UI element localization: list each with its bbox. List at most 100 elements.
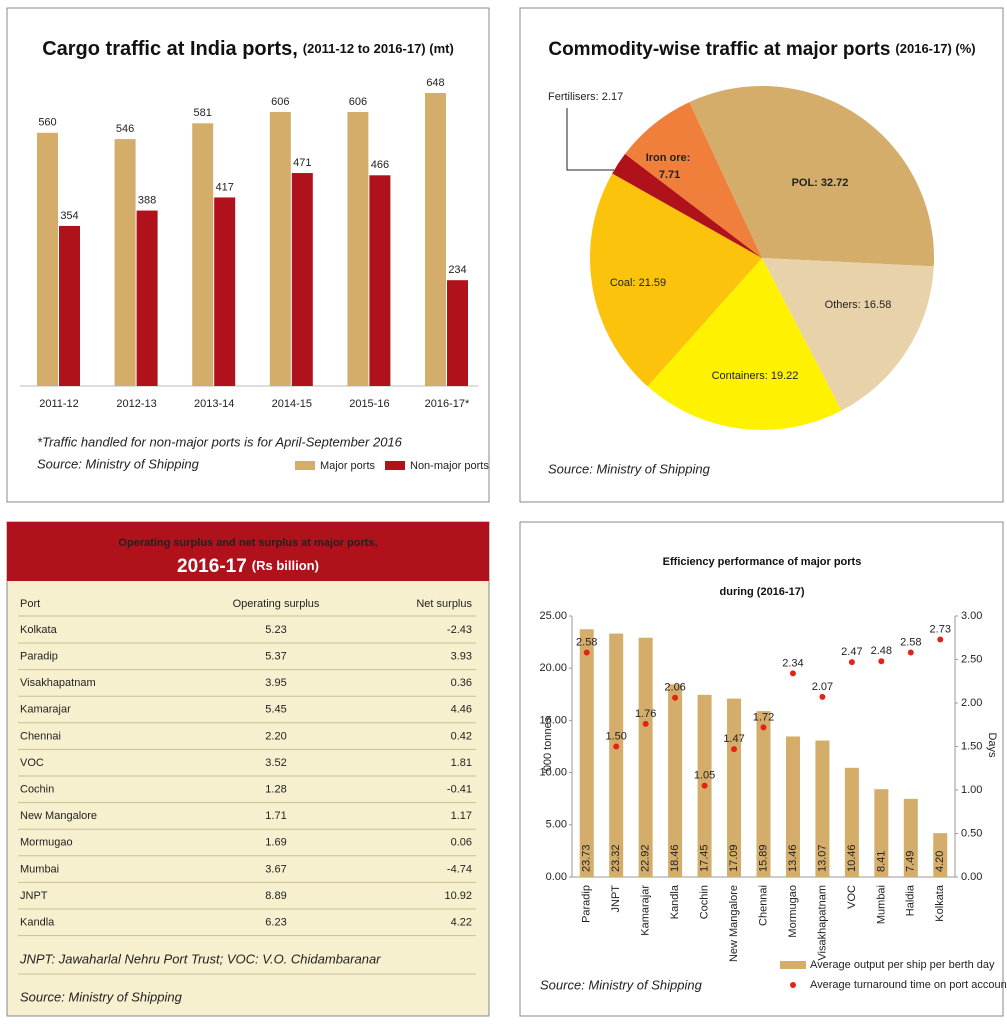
bar	[785, 736, 800, 877]
pie-slice	[762, 258, 934, 411]
subtitle-unit: (Rs billion)	[252, 558, 319, 573]
legend-swatch	[780, 961, 806, 969]
value-label: 417	[216, 181, 234, 193]
table-subtitle: 2016-17 (Rs billion)	[177, 556, 319, 577]
table-cell: 1.28	[265, 784, 286, 796]
y-tick-label: 20.00	[539, 662, 567, 674]
bar	[874, 789, 889, 877]
y-tick-label: 25.00	[539, 610, 567, 622]
slice-label: Fertilisers: 2.17	[548, 91, 623, 103]
table-cell: 3.52	[265, 757, 286, 769]
y2-tick-label: 1.50	[961, 740, 982, 752]
chart-title: Cargo traffic at India ports, (2011-12 to…	[42, 38, 454, 60]
table-cell: 1.69	[265, 837, 286, 849]
slice-label: Others: 16.58	[825, 299, 892, 311]
table-cell: Kandla	[20, 917, 55, 929]
dot	[731, 746, 738, 753]
bar	[638, 637, 653, 877]
table-cell: 6.23	[265, 917, 286, 929]
value-label: 10.46	[846, 844, 858, 872]
x-tick-label: Visakhapatnam	[816, 885, 828, 961]
value-label: 388	[138, 194, 156, 206]
table-cell: 4.46	[451, 704, 472, 716]
dot	[613, 743, 620, 750]
label-line: 7.71	[656, 169, 680, 181]
value-label: 2.07	[812, 681, 833, 693]
table-cell: 0.42	[451, 730, 472, 742]
column-header: Operating surplus	[233, 598, 320, 610]
y2-tick-label: 0.50	[961, 827, 982, 839]
table-cell: 1.81	[451, 757, 472, 769]
bar	[269, 111, 291, 387]
bar	[114, 139, 136, 386]
value-label: 606	[271, 96, 289, 108]
table-header-band	[7, 522, 489, 581]
title-main: Commodity-wise traffic at major ports	[548, 39, 890, 60]
label-line: Iron ore:	[646, 152, 691, 164]
value-label: 234	[448, 264, 466, 276]
dot	[789, 670, 796, 677]
x-tick-label: 2014-15	[272, 398, 312, 410]
dot	[878, 658, 885, 665]
dot	[937, 636, 944, 643]
value-label: 1.72	[753, 711, 774, 723]
pie-slice	[612, 153, 762, 258]
value-label: 2.58	[900, 636, 921, 648]
y-tick-label: 10.00	[539, 767, 567, 779]
value-label: 15.89	[757, 844, 769, 872]
source: Source: Ministry of Shipping	[37, 456, 200, 471]
value-label: 17.45	[698, 844, 710, 872]
table-cell: 2.20	[265, 730, 286, 742]
bar	[214, 197, 236, 386]
x-tick-label: 2011-12	[39, 398, 79, 410]
dot	[760, 724, 767, 731]
value-label: 354	[60, 210, 78, 222]
table-cell: -2.43	[447, 624, 472, 636]
legend-label: Major ports	[320, 460, 376, 472]
value-label: 581	[194, 107, 212, 119]
table-cell: 5.37	[265, 651, 286, 663]
table-cell: 3.95	[265, 677, 286, 689]
table-cell: 5.45	[265, 704, 286, 716]
subtitle-year: 2016-17	[177, 556, 247, 577]
y-tick-label: 5.00	[546, 819, 567, 831]
bar	[609, 633, 624, 877]
pie-slice	[590, 173, 762, 387]
bar	[815, 740, 830, 877]
bar	[668, 684, 683, 877]
column-header: Port	[20, 598, 40, 610]
dot	[819, 693, 826, 700]
table-source: Source: Ministry of Shipping	[20, 989, 183, 1004]
y2-tick-label: 0.00	[961, 871, 982, 883]
value-label: 606	[349, 96, 367, 108]
dot	[848, 659, 855, 666]
x-tick-label: Kandla	[669, 884, 681, 919]
table-title: Operating surplus and net surplus at maj…	[118, 537, 377, 549]
table-cell: 10.92	[444, 890, 472, 902]
x-tick-label: 2013-14	[194, 398, 234, 410]
slice-label: Iron ore: 7.71	[646, 152, 691, 181]
title-sub: (2016-17) (%)	[895, 41, 975, 56]
slice-label: Containers: 19.22	[712, 370, 799, 382]
bar	[291, 173, 313, 386]
value-label: 22.92	[640, 844, 652, 872]
dot	[907, 649, 914, 656]
pie-slice	[647, 258, 842, 431]
x-tick-label: Mormugao	[787, 885, 799, 938]
source: Source: Ministry of Shipping	[548, 461, 711, 476]
y2-tick-label: 3.00	[961, 610, 982, 622]
value-label: 546	[116, 123, 134, 135]
table-cell: 3.93	[451, 651, 472, 663]
table-cell: 5.23	[265, 624, 286, 636]
value-label: 2.06	[664, 682, 685, 694]
bar	[756, 711, 771, 877]
table-cell: Mumbai	[20, 863, 59, 875]
value-label: 648	[426, 77, 444, 89]
pie-slice	[689, 85, 934, 267]
table-note: JNPT: Jawaharlal Nehru Port Trust; VOC: …	[19, 951, 381, 966]
bar	[844, 767, 859, 877]
value-label: 23.73	[581, 844, 593, 872]
slice-label: POL: 32.72	[792, 177, 849, 189]
table-cell: Mormugao	[20, 837, 73, 849]
